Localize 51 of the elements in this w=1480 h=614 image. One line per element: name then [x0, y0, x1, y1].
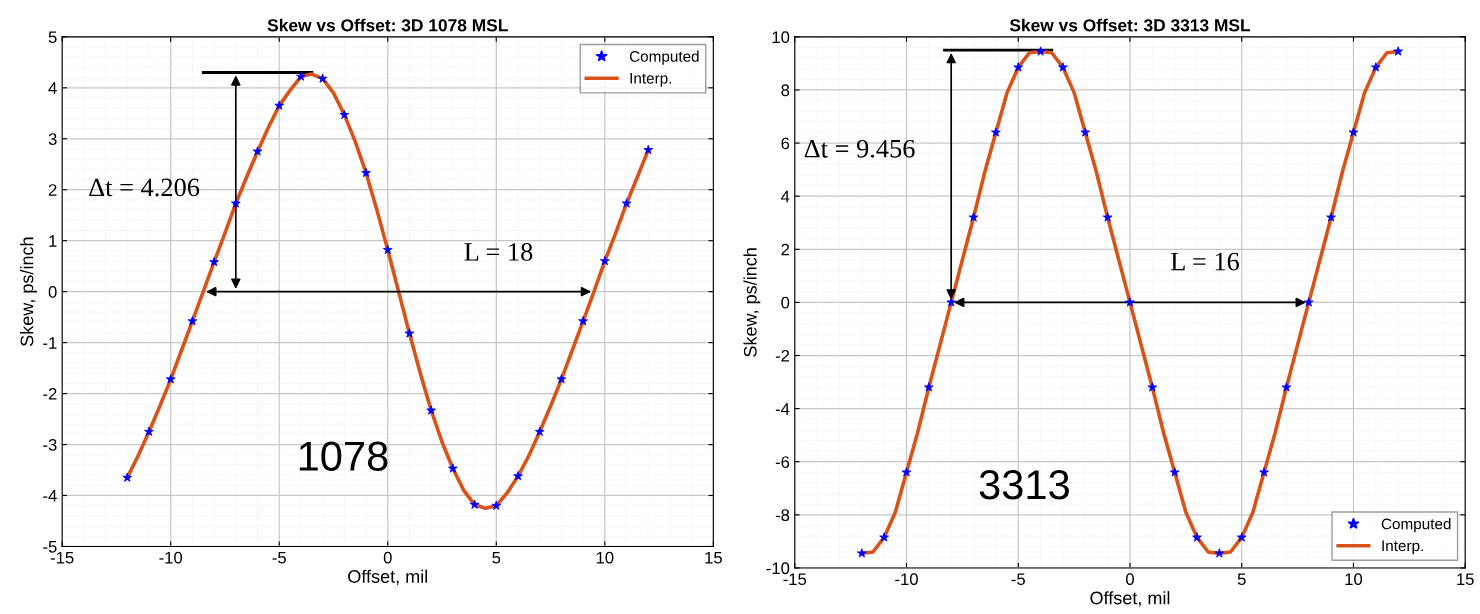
- legend-label: Computed: [1381, 518, 1451, 533]
- x-tick-label: -10: [895, 573, 918, 586]
- y-tick-label: 10: [772, 31, 790, 44]
- x-tick-label: 15: [705, 551, 722, 564]
- y-tick-label: 2: [781, 243, 790, 256]
- y-tick-label: -2: [775, 349, 790, 362]
- x-tick-label: -10: [159, 551, 183, 564]
- x-tick-label: 5: [492, 551, 501, 564]
- annotation: 1078: [299, 441, 388, 472]
- legend-label: Interp.: [1382, 540, 1423, 555]
- x-axis-title: Offset, mil: [1090, 591, 1170, 607]
- annotation: L = 16: [1170, 252, 1240, 271]
- y-tick-label: -3: [43, 438, 57, 451]
- annotation: L = 18: [464, 243, 533, 261]
- y-tick-label: -1: [43, 337, 57, 349]
- y-tick-label: -10: [766, 562, 790, 575]
- y-tick-label: -4: [43, 490, 57, 502]
- x-tick-label: 10: [1345, 573, 1363, 586]
- x-tick-label: -5: [272, 551, 286, 564]
- x-tick-label: 0: [1126, 573, 1134, 586]
- y-tick-label: 8: [781, 84, 790, 97]
- x-tick-label: 5: [1237, 573, 1246, 586]
- x-tick-label: -5: [1011, 573, 1025, 586]
- annotation: Δt = 9.456: [804, 139, 915, 158]
- x-tick-label: 0: [383, 551, 392, 564]
- y-tick-label: 4: [781, 190, 790, 203]
- y-tick-label: -2: [43, 387, 57, 400]
- annotation: 3313: [979, 469, 1069, 500]
- x-tick-label: -15: [783, 573, 807, 586]
- legend-label: Interp.: [630, 73, 672, 87]
- chart-title: Skew vs Offset: 3D 1078 MSL: [267, 18, 508, 32]
- x-tick-label: 15: [1457, 573, 1474, 586]
- y-tick-label: 3: [48, 133, 57, 145]
- y-tick-label: 6: [781, 137, 790, 150]
- y-tick-label: 1: [49, 235, 57, 247]
- x-axis-title: Offset, mil: [348, 569, 428, 586]
- y-tick-label: 4: [48, 82, 57, 94]
- y-tick-label: -6: [775, 456, 790, 468]
- y-axis-title: Skew, ps/inch: [20, 237, 37, 347]
- legend-label: Computed: [629, 50, 699, 65]
- chart-title: Skew vs Offset: 3D 3313 MSL: [1009, 18, 1251, 32]
- y-tick-label: 2: [48, 184, 57, 196]
- y-tick-label: 0: [781, 296, 790, 309]
- y-tick-label: 0: [48, 286, 57, 298]
- annotation: Δt = 4.206: [89, 178, 200, 197]
- y-tick-label: -5: [43, 541, 57, 553]
- y-tick-label: -8: [775, 509, 790, 522]
- y-tick-label: -4: [775, 403, 790, 415]
- y-axis-title: Skew, ps/inch: [743, 248, 761, 357]
- x-tick-label: 10: [596, 551, 614, 564]
- y-tick-label: 5: [48, 31, 57, 44]
